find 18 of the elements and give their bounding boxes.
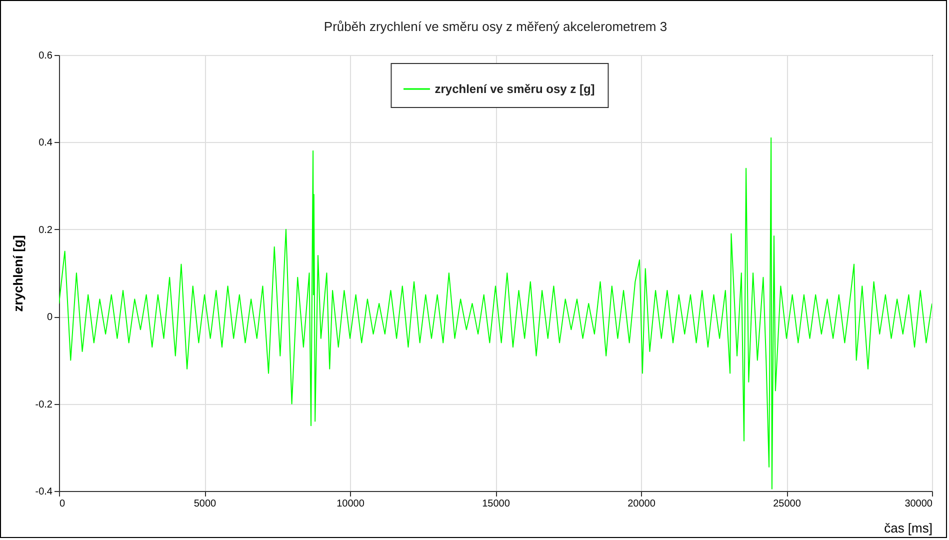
y-tick-label: 0.2 (38, 224, 53, 236)
y-tick-label: 0 (46, 312, 53, 324)
y-tick-label: 0.4 (38, 138, 53, 149)
line-series (59, 137, 932, 490)
y-tick-label: 0.6 (38, 50, 53, 62)
y-tick-label: -0.4 (35, 486, 53, 498)
x-axis-title: čas [ms] (884, 520, 932, 536)
y-tick-label: -0.2 (35, 399, 53, 410)
y-axis-title: zrychlení [g] (10, 235, 26, 312)
x-tick-label: 5000 (194, 498, 217, 510)
x-tick-label: 10000 (336, 498, 365, 510)
x-tick-label: 15000 (482, 498, 510, 510)
x-tick-label: 0 (60, 498, 66, 510)
x-tick-label: 20000 (628, 498, 656, 510)
x-tick-label: 25000 (773, 498, 802, 510)
legend-label: zrychlení ve směru osy z [g] (434, 82, 595, 96)
x-tick-label: 30000 (904, 498, 933, 510)
chart-title: Průběh zrychlení ve směru osy z měřený akcelerometrem 3 (324, 19, 668, 34)
